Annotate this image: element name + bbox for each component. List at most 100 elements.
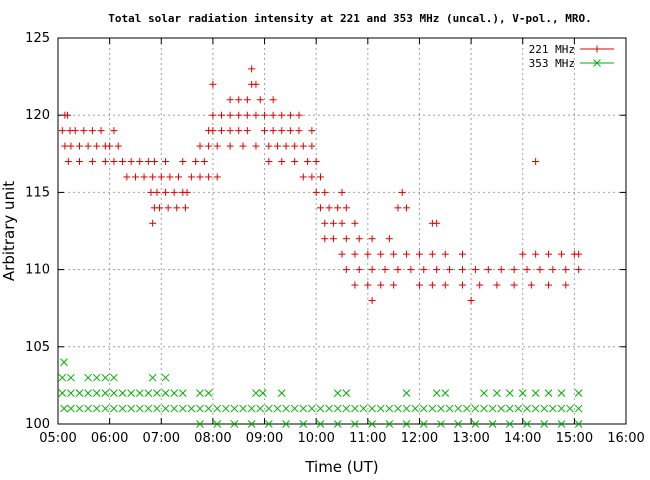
data-point — [295, 111, 303, 119]
y-tick-label: 110 — [25, 263, 50, 278]
data-point — [514, 404, 523, 413]
x-tick-label: 05:00 — [39, 431, 76, 446]
data-point — [488, 420, 497, 428]
data-point — [243, 127, 251, 135]
data-point — [428, 250, 436, 258]
data-point — [299, 420, 308, 428]
data-point — [264, 404, 273, 413]
data-point — [480, 389, 488, 397]
data-point — [545, 281, 553, 289]
data-point — [376, 404, 385, 413]
data-point — [282, 142, 290, 150]
data-point — [101, 404, 110, 413]
data-point — [235, 111, 243, 119]
data-point — [471, 404, 480, 413]
data-point — [497, 266, 505, 274]
data-point — [342, 389, 351, 397]
data-point — [209, 80, 217, 88]
x-tick-label: 16:00 — [607, 431, 644, 446]
data-point — [230, 404, 239, 413]
y-tick-label: 120 — [25, 108, 50, 123]
data-point — [325, 204, 333, 212]
data-point — [213, 142, 221, 150]
data-point — [437, 420, 445, 428]
data-point — [359, 404, 368, 413]
data-point — [162, 158, 170, 166]
data-point — [446, 266, 454, 274]
data-point — [88, 127, 96, 135]
data-point — [127, 158, 135, 166]
data-point — [467, 296, 475, 304]
data-point — [316, 173, 324, 181]
data-point — [321, 235, 329, 243]
data-point — [209, 111, 217, 119]
data-point — [256, 96, 264, 104]
data-point — [226, 111, 234, 119]
data-point — [545, 250, 553, 258]
data-point — [235, 96, 243, 104]
data-point — [308, 173, 316, 181]
data-point — [549, 266, 557, 274]
x-axis: 05:00 06:00 07:00 08:00 09:00 10:00 11:00 12:00… — [39, 38, 645, 446]
data-point — [364, 281, 372, 289]
data-point — [261, 111, 269, 119]
data-point — [316, 204, 324, 212]
data-point — [329, 219, 337, 227]
data-point — [458, 281, 466, 289]
data-point — [93, 142, 101, 150]
data-point — [575, 266, 583, 274]
data-point — [523, 266, 531, 274]
data-point — [574, 404, 583, 413]
data-point — [269, 127, 277, 135]
data-point — [150, 158, 158, 166]
data-point — [174, 173, 182, 181]
data-point — [200, 158, 208, 166]
data-point — [445, 404, 454, 413]
x-axis-label: Time (UT) — [304, 458, 378, 476]
grid — [58, 38, 626, 424]
data-point — [291, 142, 299, 150]
data-point — [247, 404, 256, 413]
data-point — [218, 111, 226, 119]
data-point — [84, 373, 92, 382]
data-point — [76, 158, 84, 166]
data-point — [566, 404, 574, 413]
data-point — [415, 281, 423, 289]
data-point — [278, 158, 286, 166]
data-point — [355, 235, 363, 243]
data-point — [110, 127, 118, 135]
data-point — [92, 389, 101, 397]
data-point — [308, 142, 316, 150]
data-point — [261, 127, 269, 135]
data-point — [562, 266, 570, 274]
data-point — [510, 281, 518, 289]
data-point — [497, 404, 506, 413]
data-point — [277, 389, 286, 397]
data-point — [342, 204, 350, 212]
data-point — [170, 389, 179, 397]
data-point — [476, 281, 484, 289]
data-point — [312, 188, 320, 196]
y-axis: 100 105 110 115 120 125 — [25, 31, 626, 432]
data-point — [519, 250, 527, 258]
data-point — [187, 173, 195, 181]
data-point — [342, 404, 351, 413]
data-point — [181, 204, 189, 212]
data-point — [97, 127, 105, 135]
data-point — [505, 404, 514, 413]
data-point — [574, 389, 583, 397]
data-point — [557, 404, 566, 413]
data-point — [265, 142, 273, 150]
y-tick-label: 125 — [25, 31, 50, 46]
data-point — [92, 373, 101, 382]
data-point — [441, 389, 450, 397]
data-point — [333, 389, 342, 397]
series-0 — [58, 65, 583, 304]
data-point — [308, 404, 316, 413]
data-point — [196, 173, 204, 181]
data-point — [488, 404, 497, 413]
data-point — [213, 420, 222, 428]
data-point — [265, 158, 273, 166]
data-point — [101, 158, 109, 166]
y-tick-label: 115 — [25, 185, 50, 200]
